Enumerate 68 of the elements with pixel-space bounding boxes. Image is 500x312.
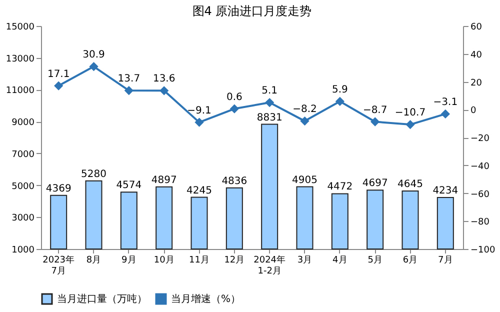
data-label: 4245: [186, 185, 212, 196]
y2-tick-label: 20: [470, 78, 482, 88]
point: [124, 86, 134, 95]
data-label: 4574: [116, 180, 142, 192]
data-label: 4905: [292, 174, 318, 186]
x-tick-label: 12月: [224, 256, 245, 266]
x-tick-label: 9月: [122, 256, 136, 266]
data-label: 4897: [151, 174, 177, 186]
x-tick-label: 2023年 7月: [42, 254, 75, 276]
data-label: −10.7: [394, 108, 426, 119]
x-tick-label: 8月: [86, 256, 102, 266]
chart-title: 图4 原油进口月度走势: [192, 4, 312, 18]
data-label: 4369: [46, 183, 72, 194]
y2-tick-label: −100: [470, 246, 496, 256]
data-label: 4836: [222, 176, 248, 187]
point: [90, 62, 98, 71]
y2-tick-label: 60: [470, 22, 482, 32]
x-tick-label: 5月: [368, 256, 382, 266]
x-tick-label: 7月: [438, 256, 453, 266]
x-tick-label: 3月: [297, 256, 312, 266]
data-label: −8.2: [292, 104, 317, 116]
y-tick-label: 5000: [12, 182, 35, 192]
x-tick-label: 10月: [154, 256, 174, 266]
x-tick-label: 4月: [332, 256, 348, 266]
point: [406, 120, 414, 129]
y2-tick-label: −60: [470, 190, 490, 200]
data-label: 30.9: [82, 50, 105, 61]
point: [265, 98, 274, 107]
legend-label: 当月增速（%）: [171, 293, 241, 305]
x-tick-label: 2024年 1-2月: [254, 254, 286, 276]
x-tick-label: 11月: [189, 256, 210, 266]
data-label: 4472: [327, 182, 353, 193]
data-label: 17.1: [47, 68, 70, 80]
y-tick-label: 3000: [12, 214, 35, 224]
y-tick-label: 11000: [6, 86, 35, 96]
point: [160, 86, 168, 95]
point: [441, 110, 450, 118]
point: [195, 118, 204, 126]
data-label: −8.7: [362, 104, 388, 116]
data-label: −3.1: [433, 96, 458, 108]
point: [230, 104, 239, 113]
data-label: 5.9: [332, 84, 348, 96]
data-label: 13.7: [118, 74, 140, 85]
y-tick-label: 9000: [12, 118, 35, 128]
data-label: 5280: [81, 168, 106, 180]
data-label: 4697: [362, 178, 388, 190]
data-label: 5.1: [262, 86, 278, 97]
data-label: 4234: [432, 185, 458, 196]
data-label: 4645: [398, 178, 423, 190]
legend-label: 当月进口量（万吨）: [57, 293, 147, 305]
y2-tick-label: 0: [470, 106, 476, 116]
y2-tick-label: 40: [470, 50, 482, 60]
data-label: 13.6: [152, 74, 176, 85]
y-tick-label: 15000: [6, 22, 35, 32]
data-label: 8831: [256, 112, 282, 124]
data-label: −9.1: [187, 105, 212, 116]
y2-tick-label: −80: [470, 218, 490, 228]
point: [300, 116, 309, 126]
y-tick-label: 7000: [12, 150, 35, 160]
y-tick-label: 1000: [12, 246, 35, 256]
data-label: 0.6: [226, 92, 242, 103]
point: [54, 82, 63, 90]
y2-tick-label: −40: [470, 162, 490, 172]
y2-tick-label: −20: [470, 134, 490, 144]
point: [336, 97, 344, 106]
x-tick-label: 6月: [402, 256, 418, 266]
point: [370, 118, 380, 126]
y-tick-label: 13000: [6, 54, 35, 64]
